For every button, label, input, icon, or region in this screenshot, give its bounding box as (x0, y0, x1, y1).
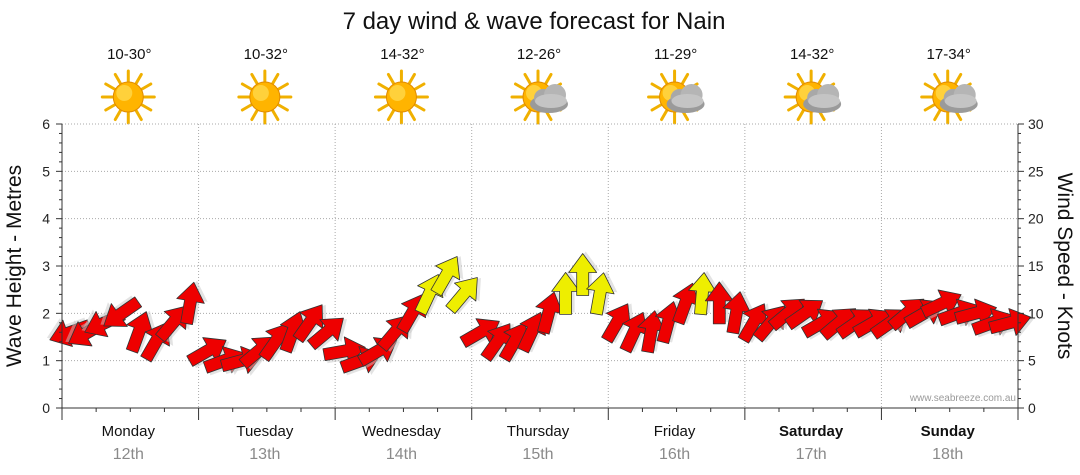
partly-cloudy-icon (920, 69, 978, 125)
wind-arrows (46, 251, 1034, 376)
y-left-tick-label: 3 (42, 258, 50, 274)
temperature-label: 11-29° (654, 46, 697, 63)
day-date-label: 15th (522, 446, 553, 463)
y-left-tick-label: 0 (42, 400, 50, 416)
wind-arrow (100, 295, 143, 327)
y-right-tick-label: 30 (1028, 116, 1044, 132)
wind-arrow (430, 256, 464, 297)
day-name-label: Friday (654, 423, 696, 440)
sun-icon (237, 69, 293, 125)
temperature-label: 12-26° (517, 46, 561, 63)
wind-arrow (292, 304, 327, 344)
wind-arrow (568, 251, 600, 296)
wind-arrow (125, 310, 157, 354)
day-labels: Monday 12th Tuesday 13th Wednesday 14th Thursd… (102, 423, 976, 463)
day-date-label: 13th (249, 446, 280, 463)
wind-arrow (988, 308, 1034, 338)
y-right-tick-label: 20 (1028, 211, 1044, 227)
wind-arrow (722, 290, 754, 335)
chart-title: 7 day wind & wave forecast for Nain (343, 8, 726, 35)
temperature-label: 10-32° (244, 46, 288, 63)
day-name-label: Thursday (507, 423, 570, 440)
day-name-label: Saturday (779, 423, 844, 440)
sun-icon (373, 69, 429, 125)
wind-arrow (445, 277, 481, 314)
axes: 0 1 2 3 4 5 6 0 5 10 15 20 25 30 (42, 116, 1044, 420)
partly-cloudy-icon (510, 69, 568, 125)
day-name-label: Sunday (921, 423, 976, 440)
wind-arrow (688, 270, 720, 316)
y-right-tick-label: 25 (1028, 163, 1044, 179)
day-date-label: 18th (932, 446, 963, 463)
y-right-tick-label: 0 (1028, 400, 1036, 416)
wind-arrow (586, 271, 618, 316)
partly-cloudy-icon (783, 69, 842, 125)
y-right-tick-label: 5 (1028, 353, 1036, 369)
y-right-tick-label: 10 (1028, 305, 1044, 321)
wind-arrow (601, 303, 635, 344)
sun-icon (100, 69, 156, 125)
day-name-label: Wednesday (362, 423, 441, 440)
day-name-label: Monday (102, 423, 156, 440)
temperature-label: 10-30° (107, 46, 151, 63)
y-left-tick-label: 5 (42, 163, 50, 179)
y-left-tick-label: 4 (42, 211, 50, 227)
temperature-label: 17-34° (927, 46, 971, 63)
partly-cloudy-icon (647, 69, 705, 125)
temperature-label: 14-32° (790, 46, 834, 63)
y-left-tick-label: 2 (42, 305, 50, 321)
day-date-label: 17th (796, 446, 827, 463)
weather-row: 10-30° 10-32° 14-32° 12-26° 11-29° 14-32° 17-3… (100, 46, 978, 125)
y-left-tick-label: 6 (42, 116, 50, 132)
day-date-label: 12th (113, 446, 144, 463)
wind-arrow (307, 317, 347, 351)
day-date-label: 14th (386, 446, 417, 463)
day-name-label: Tuesday (236, 423, 293, 440)
wind-arrow (176, 280, 208, 326)
y-axis-right-title: Wind Speed - Knots (1053, 173, 1076, 360)
temperature-label: 14-32° (380, 46, 424, 63)
y-right-tick-label: 15 (1028, 258, 1044, 274)
day-date-label: 16th (659, 446, 690, 463)
y-left-tick-label: 1 (42, 353, 50, 369)
credit-label: www.seabreeze.com.au (909, 393, 1016, 404)
y-axis-left-title: Wave Height - Metres (3, 165, 26, 367)
